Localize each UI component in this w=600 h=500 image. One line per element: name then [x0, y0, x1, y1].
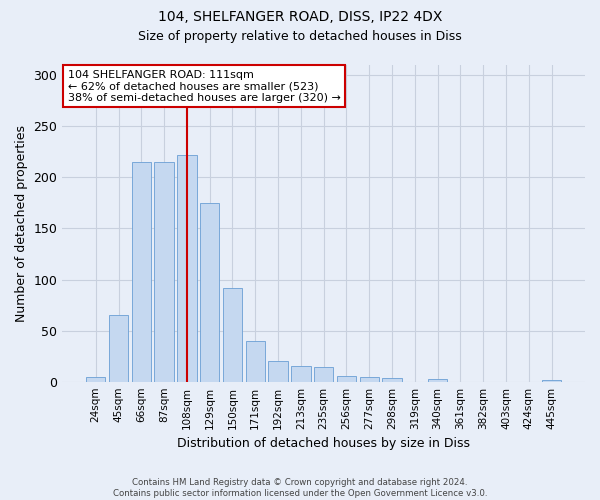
Bar	[154, 162, 174, 382]
Bar	[86, 376, 106, 382]
Bar	[314, 368, 334, 382]
Bar	[131, 162, 151, 382]
Bar	[337, 376, 356, 382]
Bar	[291, 366, 311, 382]
Text: Size of property relative to detached houses in Diss: Size of property relative to detached ho…	[138, 30, 462, 43]
X-axis label: Distribution of detached houses by size in Diss: Distribution of detached houses by size …	[177, 437, 470, 450]
Bar	[382, 378, 402, 382]
Bar	[223, 288, 242, 382]
Bar	[542, 380, 561, 382]
Bar	[268, 361, 288, 382]
Text: Contains HM Land Registry data © Crown copyright and database right 2024.
Contai: Contains HM Land Registry data © Crown c…	[113, 478, 487, 498]
Bar	[200, 203, 220, 382]
Bar	[428, 378, 447, 382]
Y-axis label: Number of detached properties: Number of detached properties	[15, 125, 28, 322]
Bar	[177, 155, 197, 382]
Bar	[245, 341, 265, 382]
Bar	[359, 376, 379, 382]
Bar	[109, 316, 128, 382]
Text: 104 SHELFANGER ROAD: 111sqm
← 62% of detached houses are smaller (523)
38% of se: 104 SHELFANGER ROAD: 111sqm ← 62% of det…	[68, 70, 340, 103]
Text: 104, SHELFANGER ROAD, DISS, IP22 4DX: 104, SHELFANGER ROAD, DISS, IP22 4DX	[158, 10, 442, 24]
